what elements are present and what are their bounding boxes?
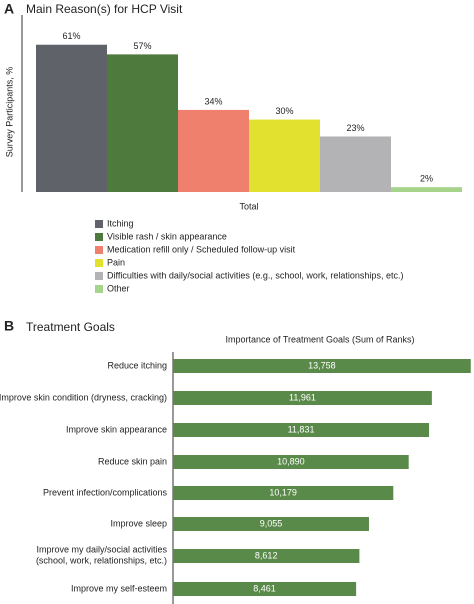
- legend-label: Visible rash / skin appearance: [107, 231, 227, 241]
- legend-swatch: [95, 285, 103, 293]
- legend-label: Medication refill only / Scheduled follo…: [107, 244, 296, 254]
- bar: [249, 119, 320, 192]
- bar: [173, 455, 409, 469]
- y-tick-label: Reduce itching: [107, 360, 167, 370]
- legend-label: Itching: [107, 218, 134, 228]
- bar: [173, 423, 430, 437]
- y-axis-label: Survey Participants, %: [4, 67, 14, 158]
- legend-label: Difficulties with daily/social activitie…: [107, 270, 403, 280]
- bar: [178, 109, 249, 192]
- bar: [173, 391, 432, 405]
- value-label: 57%: [133, 41, 151, 51]
- y-tick-label: Prevent infection/complications: [43, 487, 168, 497]
- bar: [173, 359, 471, 373]
- value-label: 8,461: [253, 583, 276, 593]
- value-label: 9,055: [260, 518, 283, 528]
- bar: [173, 582, 357, 596]
- value-label: 8,612: [255, 550, 278, 560]
- value-label: 30%: [275, 106, 293, 116]
- legend-swatch: [95, 246, 103, 254]
- bar: [107, 54, 178, 193]
- y-tick-label: Improve skin appearance: [66, 424, 167, 434]
- value-label: 23%: [346, 123, 364, 133]
- legend-label: Other: [107, 283, 130, 293]
- panel-letter: A: [4, 1, 14, 17]
- legend-swatch: [95, 233, 103, 241]
- value-label: 13,758: [308, 360, 336, 370]
- legend-label: Pain: [107, 257, 125, 267]
- value-label: 10,179: [269, 487, 297, 497]
- bar: [320, 136, 391, 192]
- chart-title: Main Reason(s) for HCP Visit: [26, 2, 183, 16]
- chart-title: Treatment Goals: [26, 320, 115, 334]
- value-label: 2%: [420, 174, 433, 184]
- value-label: 34%: [204, 96, 222, 106]
- bar: [173, 517, 369, 531]
- bar: [391, 187, 462, 192]
- y-tick-label: Improve skin condition (dryness, crackin…: [0, 392, 167, 402]
- chart-subtitle: Importance of Treatment Goals (Sum of Ra…: [225, 334, 414, 344]
- value-label: 61%: [62, 31, 80, 41]
- value-label: 11,961: [289, 392, 316, 402]
- value-label: 11,831: [288, 424, 315, 434]
- panel-letter: B: [4, 318, 14, 334]
- y-tick-label: Reduce skin pain: [98, 456, 167, 466]
- bar: [173, 549, 360, 563]
- y-tick-label: Improve my self-esteem: [71, 583, 167, 593]
- value-label: 10,890: [277, 456, 305, 466]
- x-tick-label: Total: [239, 201, 258, 211]
- y-tick-label: Improve sleep: [110, 518, 167, 528]
- legend-swatch: [95, 259, 103, 267]
- legend-swatch: [95, 272, 103, 280]
- legend-swatch: [95, 220, 103, 228]
- y-tick-label: Improve my daily/social activities (schoo…: [36, 545, 168, 566]
- bar: [173, 486, 394, 500]
- bar: [36, 44, 107, 192]
